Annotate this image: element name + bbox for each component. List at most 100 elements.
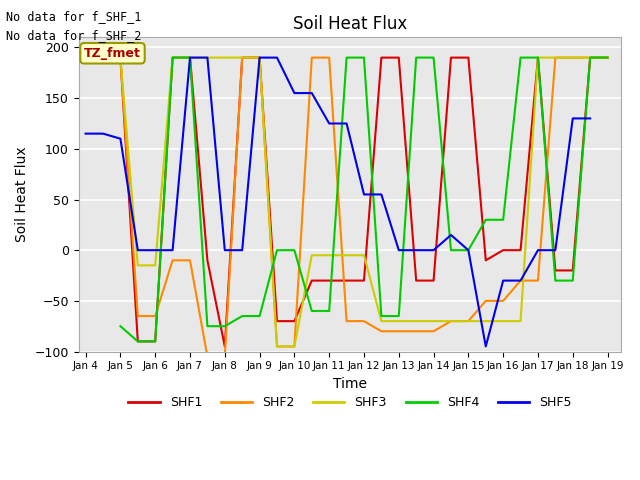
SHF2 bbox=[238, 55, 246, 60]
SHF2 bbox=[325, 55, 333, 60]
SHF2 bbox=[273, 344, 281, 349]
SHF1 bbox=[499, 247, 507, 253]
SHF1 bbox=[134, 338, 141, 344]
SHF3 bbox=[465, 318, 472, 324]
SHF2 bbox=[395, 328, 403, 334]
SHF3 bbox=[343, 252, 351, 258]
SHF5 bbox=[291, 90, 298, 96]
SHF5 bbox=[186, 55, 194, 60]
SHF4 bbox=[569, 278, 577, 284]
SHF2 bbox=[360, 318, 368, 324]
SHF4 bbox=[308, 308, 316, 314]
SHF5 bbox=[395, 247, 403, 253]
SHF5 bbox=[99, 131, 107, 136]
SHF4 bbox=[552, 278, 559, 284]
SHF5 bbox=[569, 116, 577, 121]
SHF3 bbox=[169, 55, 177, 60]
SHF4 bbox=[134, 338, 141, 344]
X-axis label: Time: Time bbox=[333, 377, 367, 391]
SHF5 bbox=[221, 247, 228, 253]
SHF1 bbox=[395, 55, 403, 60]
SHF2 bbox=[186, 257, 194, 263]
SHF2 bbox=[152, 313, 159, 319]
SHF4 bbox=[499, 217, 507, 223]
SHF5 bbox=[134, 247, 141, 253]
SHF1 bbox=[291, 318, 298, 324]
SHF3 bbox=[273, 344, 281, 349]
SHF3 bbox=[360, 252, 368, 258]
SHF4 bbox=[412, 55, 420, 60]
SHF1 bbox=[360, 278, 368, 284]
Text: No data for f_SHF_2: No data for f_SHF_2 bbox=[6, 29, 142, 42]
SHF1 bbox=[273, 318, 281, 324]
SHF5 bbox=[412, 247, 420, 253]
SHF5 bbox=[308, 90, 316, 96]
SHF5 bbox=[204, 55, 211, 60]
SHF3 bbox=[569, 55, 577, 60]
SHF5 bbox=[447, 232, 455, 238]
SHF5 bbox=[169, 247, 177, 253]
SHF3 bbox=[552, 55, 559, 60]
SHF1 bbox=[429, 278, 437, 284]
Line: SHF1: SHF1 bbox=[120, 58, 607, 347]
SHF3 bbox=[604, 55, 611, 60]
SHF5 bbox=[429, 247, 437, 253]
SHF5 bbox=[499, 278, 507, 284]
SHF1 bbox=[516, 247, 524, 253]
SHF2 bbox=[116, 55, 124, 60]
SHF2 bbox=[516, 278, 524, 284]
SHF3 bbox=[256, 55, 264, 60]
SHF5 bbox=[465, 247, 472, 253]
SHF5 bbox=[552, 247, 559, 253]
Y-axis label: Soil Heat Flux: Soil Heat Flux bbox=[15, 146, 29, 242]
SHF4 bbox=[204, 324, 211, 329]
SHF3 bbox=[499, 318, 507, 324]
SHF4 bbox=[360, 55, 368, 60]
Legend: SHF1, SHF2, SHF3, SHF4, SHF5: SHF1, SHF2, SHF3, SHF4, SHF5 bbox=[124, 391, 577, 414]
SHF1 bbox=[116, 55, 124, 60]
SHF3 bbox=[586, 55, 594, 60]
SHF1 bbox=[343, 278, 351, 284]
SHF5 bbox=[482, 344, 490, 349]
SHF4 bbox=[238, 313, 246, 319]
SHF1 bbox=[534, 55, 542, 60]
SHF1 bbox=[569, 267, 577, 273]
SHF1 bbox=[256, 55, 264, 60]
Title: Soil Heat Flux: Soil Heat Flux bbox=[293, 15, 407, 33]
SHF2 bbox=[604, 55, 611, 60]
SHF1 bbox=[238, 55, 246, 60]
SHF4 bbox=[378, 313, 385, 319]
SHF2 bbox=[499, 298, 507, 304]
SHF2 bbox=[465, 318, 472, 324]
SHF5 bbox=[152, 247, 159, 253]
SHF1 bbox=[447, 55, 455, 60]
SHF1 bbox=[586, 55, 594, 60]
SHF1 bbox=[186, 55, 194, 60]
SHF4 bbox=[169, 55, 177, 60]
SHF2 bbox=[569, 55, 577, 60]
SHF4 bbox=[586, 55, 594, 60]
SHF4 bbox=[447, 247, 455, 253]
SHF2 bbox=[204, 354, 211, 360]
SHF5 bbox=[586, 116, 594, 121]
SHF3 bbox=[152, 263, 159, 268]
SHF1 bbox=[308, 278, 316, 284]
Line: SHF4: SHF4 bbox=[120, 58, 607, 341]
SHF4 bbox=[325, 308, 333, 314]
SHF5 bbox=[516, 278, 524, 284]
SHF1 bbox=[204, 257, 211, 263]
SHF5 bbox=[256, 55, 264, 60]
SHF4 bbox=[395, 313, 403, 319]
SHF3 bbox=[412, 318, 420, 324]
SHF3 bbox=[325, 252, 333, 258]
SHF1 bbox=[169, 55, 177, 60]
SHF2 bbox=[134, 313, 141, 319]
SHF5 bbox=[534, 247, 542, 253]
SHF4 bbox=[429, 55, 437, 60]
SHF2 bbox=[447, 318, 455, 324]
SHF3 bbox=[447, 318, 455, 324]
SHF2 bbox=[343, 318, 351, 324]
SHF5 bbox=[82, 131, 90, 136]
SHF2 bbox=[221, 354, 228, 360]
SHF3 bbox=[186, 55, 194, 60]
